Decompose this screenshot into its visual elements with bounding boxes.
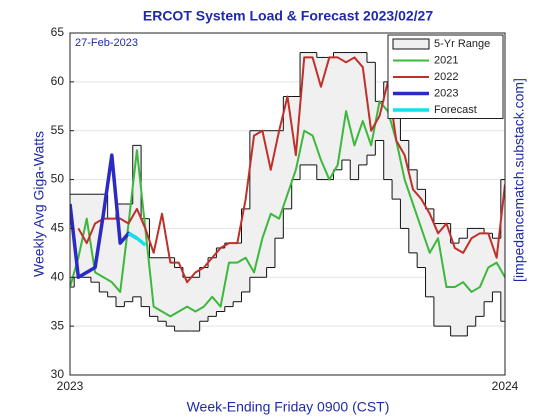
range-band [392,106,401,200]
x-axis-label: Week-Ending Friday 0900 (CST) [187,399,390,415]
range-band [191,277,201,332]
range-band [208,257,217,317]
legend-label: 5-Yr Range [434,38,490,50]
series-line [70,153,138,280]
legend-label: Forecast [434,104,477,116]
x-tick-label: 2023 [57,379,84,393]
range-band [433,223,443,327]
range-band [116,204,125,307]
range-band [124,204,134,302]
range-band [141,218,150,307]
range-band [450,243,460,336]
legend-swatch [392,38,430,50]
range-band [249,130,259,278]
y-tick-label: 40 [51,269,65,283]
chart-title: ERCOT System Load & Forecast 2023/02/27 [143,8,433,24]
y-tick-label: 35 [51,318,65,332]
range-band [475,228,485,317]
range-band [467,228,477,327]
range-band [182,277,192,332]
range-band [383,81,393,180]
series-line [70,100,505,318]
legend-label: 2023 [434,87,458,99]
legend-label: 2022 [434,71,458,83]
range-band [358,52,368,165]
range-band [458,238,468,336]
range-band [70,194,75,288]
range-band [74,194,84,278]
range-band [149,257,159,317]
range-band [199,267,209,322]
range-band [350,52,360,180]
overlay: 30 35 40 45 50 55 60 65 2023 2024 27-Feb-2023 5-Yr … [51,25,519,393]
x-tick-label: 2024 [492,379,519,393]
y-tick-label: 50 [51,172,65,186]
range-band [132,145,142,297]
legend-label: 2021 [434,54,458,66]
range-band [442,223,452,327]
series-line [77,56,505,284]
y-tick-label: 60 [51,74,65,88]
range-band [274,130,284,239]
series-line [127,231,147,247]
range-band [333,52,343,170]
range-band [157,257,167,322]
source-label: [impedancematch.substack.com] [511,78,527,282]
range-band [174,267,184,332]
range-band [107,218,117,297]
range-band [233,243,242,302]
range-band [266,130,276,268]
y-tick-label: 65 [51,25,65,39]
axes-frame [69,32,506,376]
range-band [90,194,100,283]
range-band [82,194,92,278]
range-band [283,96,293,209]
range-band [300,52,309,165]
range-band [325,57,335,180]
y-tick-label: 30 [51,367,65,381]
range-band [366,62,376,156]
range-band [216,247,226,312]
range-band [258,130,268,278]
range-band [166,257,176,327]
range-band [241,208,251,292]
range-band [341,52,351,161]
range-band [408,169,418,253]
range-band [99,194,109,292]
annotation: 27-Feb-2023 [75,37,138,49]
range-band [291,96,301,180]
range-band [316,57,326,180]
range-band [400,140,410,229]
y-tick-label: 45 [51,221,65,235]
y-axis-label: Weekly Avg Giga-Watts [31,131,47,277]
range-band [224,243,234,307]
plot-area [70,33,505,375]
y-tick-label: 55 [51,123,65,137]
range-band [500,179,505,322]
range-band [308,52,318,165]
range-band [375,101,385,141]
